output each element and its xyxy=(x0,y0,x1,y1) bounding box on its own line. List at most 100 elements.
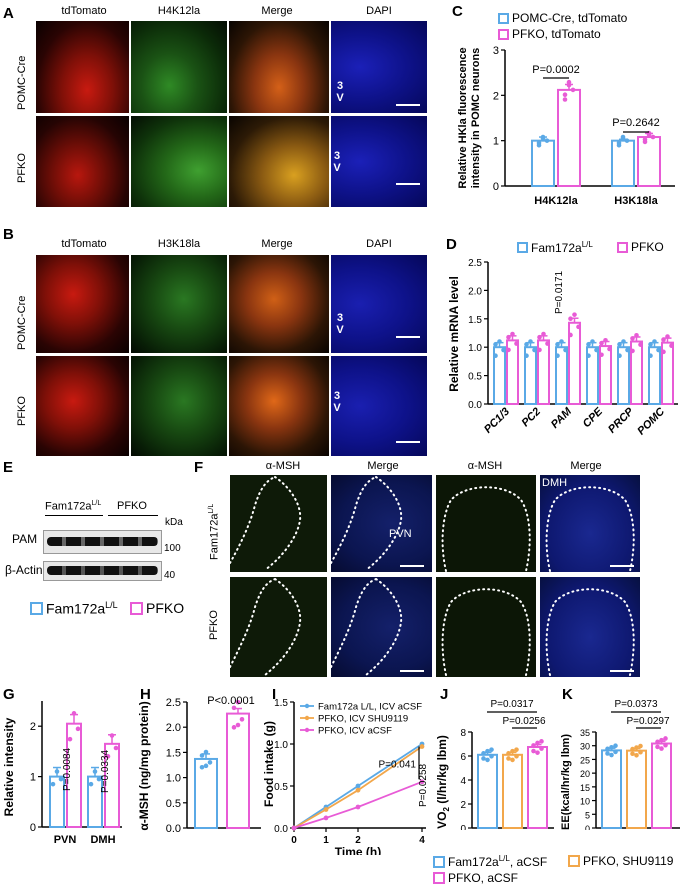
d-xtick-label-1: PC2 xyxy=(519,406,543,430)
b-header-tdtomato: tdTomato xyxy=(61,238,107,250)
f-row-name-1: Fam172a xyxy=(208,513,221,560)
f-header-merge-2: Merge xyxy=(570,460,602,472)
i-legend-marker-2 xyxy=(304,727,310,733)
i-legend-label-2: PFKO, ICV aCSF xyxy=(318,726,392,737)
g-bar-0-1-dot-1 xyxy=(71,711,77,716)
c-bar-0-1-dot-2 xyxy=(570,87,576,93)
f-image-amsh-pvn-ctrl xyxy=(230,475,327,572)
j-bar-0-dot-3 xyxy=(481,751,486,756)
f-row-sup-1: L/L xyxy=(208,503,215,514)
jk-legend-item-3: PFKO, aCSF xyxy=(433,871,518,885)
d-bar-2-1-dot-0 xyxy=(568,332,573,338)
e-group-line-2 xyxy=(108,515,158,516)
g-bar-1-1-dot-2 xyxy=(113,745,119,751)
c-legend-item-2: PFKO, tdTomato xyxy=(498,27,601,41)
k-pvalue-1: P=0.0373 xyxy=(614,699,658,710)
c-ylabel-line1: Relative HKla fluorescence xyxy=(457,47,469,188)
c-bar-1-1-dot-2 xyxy=(650,134,656,140)
g-pvalue-0: P=0.0084 xyxy=(62,747,73,791)
i-ytick-label-1: 0.5 xyxy=(274,782,288,793)
d-bar-5-0 xyxy=(648,346,661,405)
f-image-merge-dmh-ctrl: DMH xyxy=(540,475,640,572)
d-bar-3-0-dot-1 xyxy=(590,339,595,344)
k-bar-1-dot-0 xyxy=(630,751,635,757)
a-row-label-pfko: PFKO xyxy=(16,153,28,183)
d-xtick-label-2: PAM xyxy=(549,405,575,431)
d-bar-3-0-dot-2 xyxy=(594,347,599,353)
c-bar-0-0 xyxy=(531,139,555,187)
chart-d: 0.0 0.5 1.0 1.5 2.0 2.5 Relative mRNA level PC1… xyxy=(447,258,678,437)
jk-legend-item-1: Fam172aL/L, aCSF xyxy=(433,854,547,869)
d-bar-5-1-dot-2 xyxy=(669,343,674,349)
j-ytick-label-0: 0 xyxy=(460,824,466,830)
d-bar-2-1-dot-3 xyxy=(568,316,573,322)
d-bar-0-0-dot-1 xyxy=(497,339,502,344)
k-ytick-label-0: 0 xyxy=(585,824,590,830)
d-xtick-label-3: CPE xyxy=(581,405,606,430)
i-series-line-2 xyxy=(293,780,423,829)
k-bar-0-dot-1 xyxy=(609,744,614,750)
i-point-2-2 xyxy=(355,804,361,810)
d-bar-1-1-dot-0 xyxy=(537,347,542,353)
ef-legend-swatch-2 xyxy=(130,601,143,615)
f-image-amsh-dmh-pfko xyxy=(436,577,536,677)
h-bar-1-dot-0 xyxy=(231,725,237,730)
c-xtick-label-1: H3K18la xyxy=(614,195,658,207)
d-legend-swatch-2 xyxy=(617,241,628,253)
k-bar-2-dot-4 xyxy=(659,746,664,751)
c-bar-1-1 xyxy=(637,136,661,187)
a-header-merge: Merge xyxy=(261,5,293,17)
g-bar-1-1-dot-0 xyxy=(105,754,111,759)
chart-h: 0.0 0.5 1.0 1.5 2.0 2.5 α-MSH (ng/mg protein) P… xyxy=(137,695,261,835)
c-legend-item-1: POMC-Cre, tdTomato xyxy=(498,11,627,25)
i-point-2-0 xyxy=(291,825,297,831)
d-bar-0-0-dot-2 xyxy=(501,347,506,353)
g-bar-1-0-dot-2 xyxy=(96,776,102,782)
ef-legend-item-2: PFKO xyxy=(130,600,184,616)
d-bar-5-1-dot-1 xyxy=(665,334,670,339)
j-bar-2-dot-2 xyxy=(539,746,544,751)
c-bar-1-0 xyxy=(611,139,635,187)
ef-legend-label-2: PFKO xyxy=(146,600,185,616)
k-bar-2-dot-3 xyxy=(655,739,660,745)
ef-legend-label-1: Fam172aL/L xyxy=(46,600,118,617)
i-xtick-label-3: 4 xyxy=(419,835,425,846)
d-bar-2-1-dot-1 xyxy=(572,312,577,317)
panel-label-k: K xyxy=(562,686,573,703)
jk-legend-swatch-3 xyxy=(433,872,445,884)
b-header-dapi: DAPI xyxy=(366,238,392,250)
b-image-dapi-pfko xyxy=(331,356,427,456)
j-ytick-label-2: 4 xyxy=(460,776,466,787)
h-bar-1 xyxy=(226,712,250,829)
a-header-h4k12la: H4K12la xyxy=(157,5,201,17)
d-legend-item-2: PFKO xyxy=(617,240,664,254)
b-row-label-pfko: PFKO xyxy=(16,396,28,426)
b-image-h3k18la-pfko xyxy=(131,356,227,456)
f-header-amsh-1: α-MSH xyxy=(265,460,301,472)
c-bar-1-0-dot-4 xyxy=(620,134,626,140)
k-ytick-label-5: 25 xyxy=(580,755,590,765)
i-pvalue-1: P=0.0258 xyxy=(418,763,429,807)
d-bar-5-1-dot-0 xyxy=(661,349,666,355)
b-image-tdtomato-pomc xyxy=(36,255,129,353)
j-bar-2-dot-1 xyxy=(535,740,540,746)
f-dmh-label: DMH xyxy=(542,477,568,489)
a-scalebar-2 xyxy=(396,183,420,185)
j-bar-2-dot-3 xyxy=(531,743,536,748)
g-xtick-label-1: DMH xyxy=(90,834,115,846)
b-header-h3k18la: H3K18la xyxy=(157,238,201,250)
f-header-merge-1: Merge xyxy=(367,460,399,472)
a-image-h4k12la-pfko xyxy=(131,116,227,207)
i-series-line-1 xyxy=(293,745,423,829)
d-bar-0-0-dot-3 xyxy=(493,342,498,347)
e-group-sup-1: L/L xyxy=(91,500,102,507)
f-header-amsh-2: α-MSH xyxy=(467,460,503,472)
i-xtick-label-2: 2 xyxy=(355,835,361,846)
k-bar-0-dot-3 xyxy=(605,746,610,752)
c-bar-0-1 xyxy=(557,88,581,187)
d-bar-5-1-dot-3 xyxy=(661,337,666,342)
d-bar-3-1-dot-0 xyxy=(599,352,604,358)
panel-label-a: A xyxy=(3,5,14,22)
j-bar-1-dot-1 xyxy=(510,748,515,754)
